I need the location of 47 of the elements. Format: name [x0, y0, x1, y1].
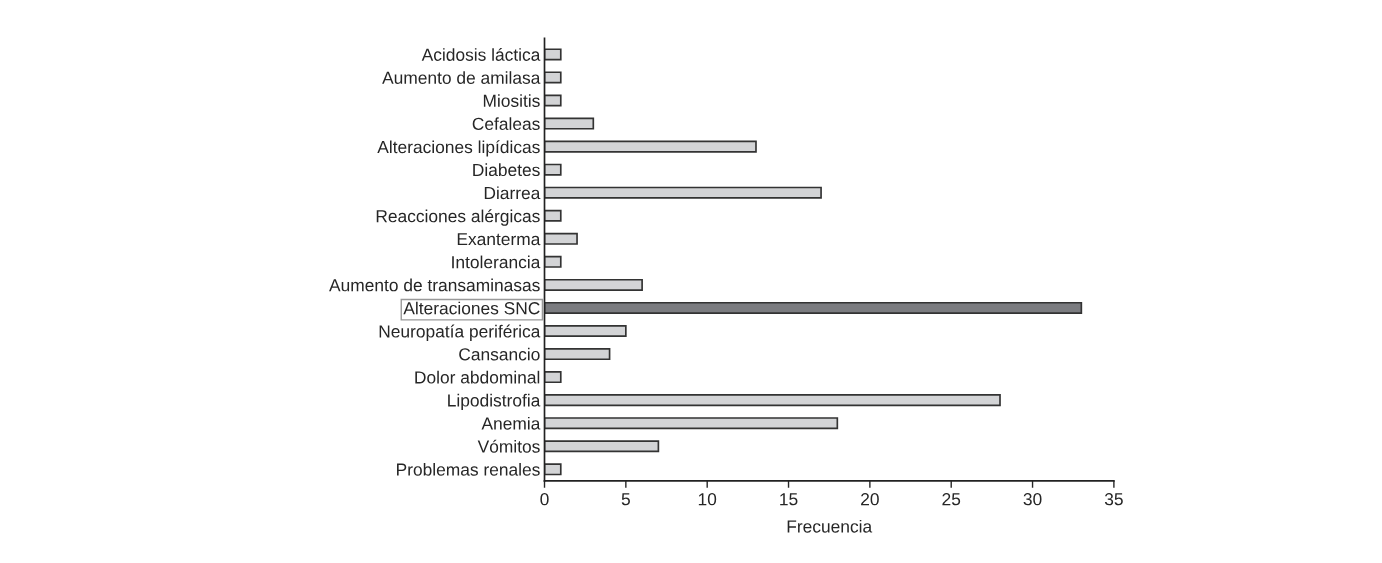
x-tick-label: 35 — [1104, 493, 1123, 506]
bar — [544, 163, 562, 176]
bar — [544, 255, 562, 268]
y-tick-label: Intolerancia — [452, 255, 541, 269]
x-axis-title: Frecuencia — [787, 519, 873, 533]
y-tick-label: Alteraciones SNC — [403, 301, 540, 315]
x-tick-label: 30 — [1023, 493, 1042, 506]
y-tick-label: Diabetes — [473, 163, 540, 177]
x-tick-label: 5 — [621, 493, 630, 506]
y-tick-label: Aumento de transaminasas — [329, 278, 540, 292]
bar — [544, 278, 643, 291]
x-tick-label: 20 — [861, 493, 879, 506]
bar — [544, 232, 578, 245]
y-tick-label: Lipodistrofia — [448, 393, 541, 411]
y-tick-label: Dolor abdominal — [415, 370, 540, 384]
y-tick-label: Cefaleas — [472, 117, 540, 131]
y-tick-label: Diarrea — [484, 186, 541, 200]
bar — [544, 117, 595, 130]
y-tick-label: Miositis — [483, 94, 540, 107]
y-tick-label: Aumento de amilasa — [382, 71, 541, 84]
y-tick-label: Reacciones alérgicas — [376, 209, 540, 226]
x-tick-label: 25 — [942, 493, 961, 506]
y-tick-label: Acidosis láctica — [421, 47, 541, 61]
bar — [544, 348, 611, 361]
bar — [544, 371, 562, 384]
y-tick-label: Problemas renales — [397, 462, 540, 476]
bar — [544, 394, 1001, 407]
bar — [544, 440, 660, 453]
x-tick-label: 0 — [540, 493, 549, 506]
y-tick-label: Vómitos — [477, 439, 540, 453]
bar — [544, 301, 1083, 314]
bar — [544, 417, 839, 430]
bar — [544, 48, 562, 61]
x-tick-label: 15 — [780, 493, 798, 506]
y-tick-label: Exanterma — [457, 233, 541, 246]
y-tick-label: Neuropatía periférica — [379, 324, 541, 341]
y-tick-label: Alteraciones lipídicas — [377, 140, 540, 157]
y-tick-label: Anemia — [481, 416, 541, 430]
bar — [544, 71, 562, 84]
y-tick-label: Cansancio — [459, 347, 540, 361]
x-tick-label: 10 — [698, 493, 717, 506]
bar — [544, 140, 757, 153]
bar — [544, 209, 562, 222]
bar — [544, 463, 562, 476]
bar — [544, 324, 627, 338]
bar — [544, 186, 822, 199]
bar — [544, 94, 562, 107]
